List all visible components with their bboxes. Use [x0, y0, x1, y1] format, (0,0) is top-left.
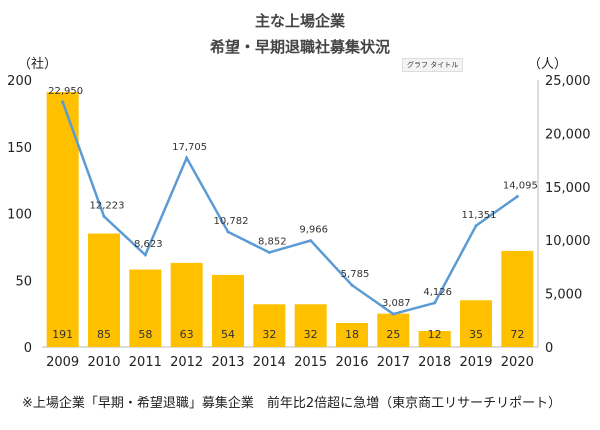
- bar-value-label: 25: [386, 328, 400, 341]
- bar-value-label: 54: [221, 328, 235, 341]
- x-tick-label: 2019: [459, 355, 492, 370]
- line-value-label: 9,966: [299, 225, 328, 236]
- bar-value-label: 35: [469, 328, 483, 341]
- bar: [336, 322, 368, 347]
- line-point: [474, 224, 478, 228]
- line-point: [433, 301, 437, 305]
- y-tick-label: 100: [7, 208, 32, 223]
- line-point: [309, 239, 313, 243]
- line-point: [267, 250, 271, 254]
- y2-tick-label: 0: [545, 341, 553, 356]
- bar-value-label: 32: [304, 328, 318, 341]
- y-tick-label: 150: [7, 141, 32, 156]
- bar-value-label: 32: [262, 328, 276, 341]
- x-tick-label: 2014: [253, 355, 286, 370]
- line-point: [185, 156, 189, 160]
- bar: [501, 250, 534, 347]
- line-point: [350, 283, 354, 287]
- line-point: [61, 100, 65, 104]
- y2-tick-label: 25,000: [545, 74, 591, 89]
- line-point: [515, 194, 519, 198]
- x-tick-label: 2013: [211, 355, 244, 370]
- line-value-label: 14,095: [503, 180, 538, 191]
- bar: [460, 300, 492, 347]
- x-tick-label: 2020: [501, 355, 534, 370]
- y2-axis-label: （人）: [528, 57, 567, 72]
- x-tick-label: 2017: [377, 355, 410, 370]
- line-value-label: 5,785: [341, 269, 370, 280]
- footnote: ※上場企業「早期・希望退職」募集企業 前年比2倍超に急増（東京商工リサーチリポー…: [22, 396, 562, 411]
- x-tick-label: 2009: [46, 355, 79, 370]
- y2-tick-label: 5,000: [545, 288, 582, 303]
- bar: [294, 304, 327, 347]
- line-value-label: 12,223: [90, 200, 125, 211]
- chart-svg: （社） （人） 0 50 100 150 200 0 5,000 10,000 15,000 20,0…: [7, 56, 591, 370]
- x-tick-label: 2010: [87, 355, 120, 370]
- line-value-label: 17,705: [172, 142, 207, 153]
- bar-value-label: 63: [180, 328, 194, 341]
- line-point: [391, 312, 395, 316]
- line-value-label: 3,087: [382, 298, 411, 309]
- y-tick-label: 200: [7, 74, 32, 89]
- line-value-label: 4,126: [423, 287, 452, 298]
- x-tick-label: 2016: [335, 355, 368, 370]
- line-value-label: 10,782: [214, 216, 249, 227]
- line-value-label: 22,950: [48, 86, 83, 97]
- bar: [212, 274, 244, 347]
- chart-title-line2: 希望・早期退職社募集状況: [209, 38, 390, 56]
- y-tick-label: 0: [24, 341, 32, 356]
- y2-tick-label: 20,000: [545, 127, 591, 142]
- y2-tick-label: 15,000: [545, 181, 591, 196]
- bar-value-label: 12: [428, 328, 442, 341]
- bar-value-label: 18: [345, 328, 359, 341]
- line-value-label: 8,623: [134, 239, 163, 250]
- bar: [170, 262, 203, 347]
- tooltip: グラフ タイトル: [402, 58, 464, 72]
- bar-value-label: 58: [138, 328, 152, 341]
- bar: [88, 233, 120, 347]
- y2-tick-label: 10,000: [545, 234, 591, 249]
- line-series: [61, 101, 519, 316]
- bar: [253, 304, 286, 347]
- line-point: [143, 253, 147, 257]
- bar-value-label: 85: [97, 328, 111, 341]
- line-point: [226, 230, 230, 234]
- x-tick-label: 2011: [129, 355, 162, 370]
- x-tick-label: 2015: [294, 355, 327, 370]
- bar: [418, 330, 451, 347]
- y-tick-label: 50: [15, 274, 32, 289]
- chart-title-line1: 主な上場企業: [254, 12, 345, 30]
- x-tick-label: 2018: [418, 355, 451, 370]
- line-value-label: 8,852: [258, 236, 287, 247]
- bar: [129, 269, 162, 347]
- line-value-label: 11,351: [462, 210, 497, 221]
- bar: [377, 313, 410, 347]
- bar-value-label: 191: [52, 328, 73, 341]
- line-point: [102, 214, 106, 218]
- bar-value-label: 72: [510, 328, 524, 341]
- x-tick-label: 2012: [170, 355, 203, 370]
- y-axis-label: （社）: [18, 56, 57, 72]
